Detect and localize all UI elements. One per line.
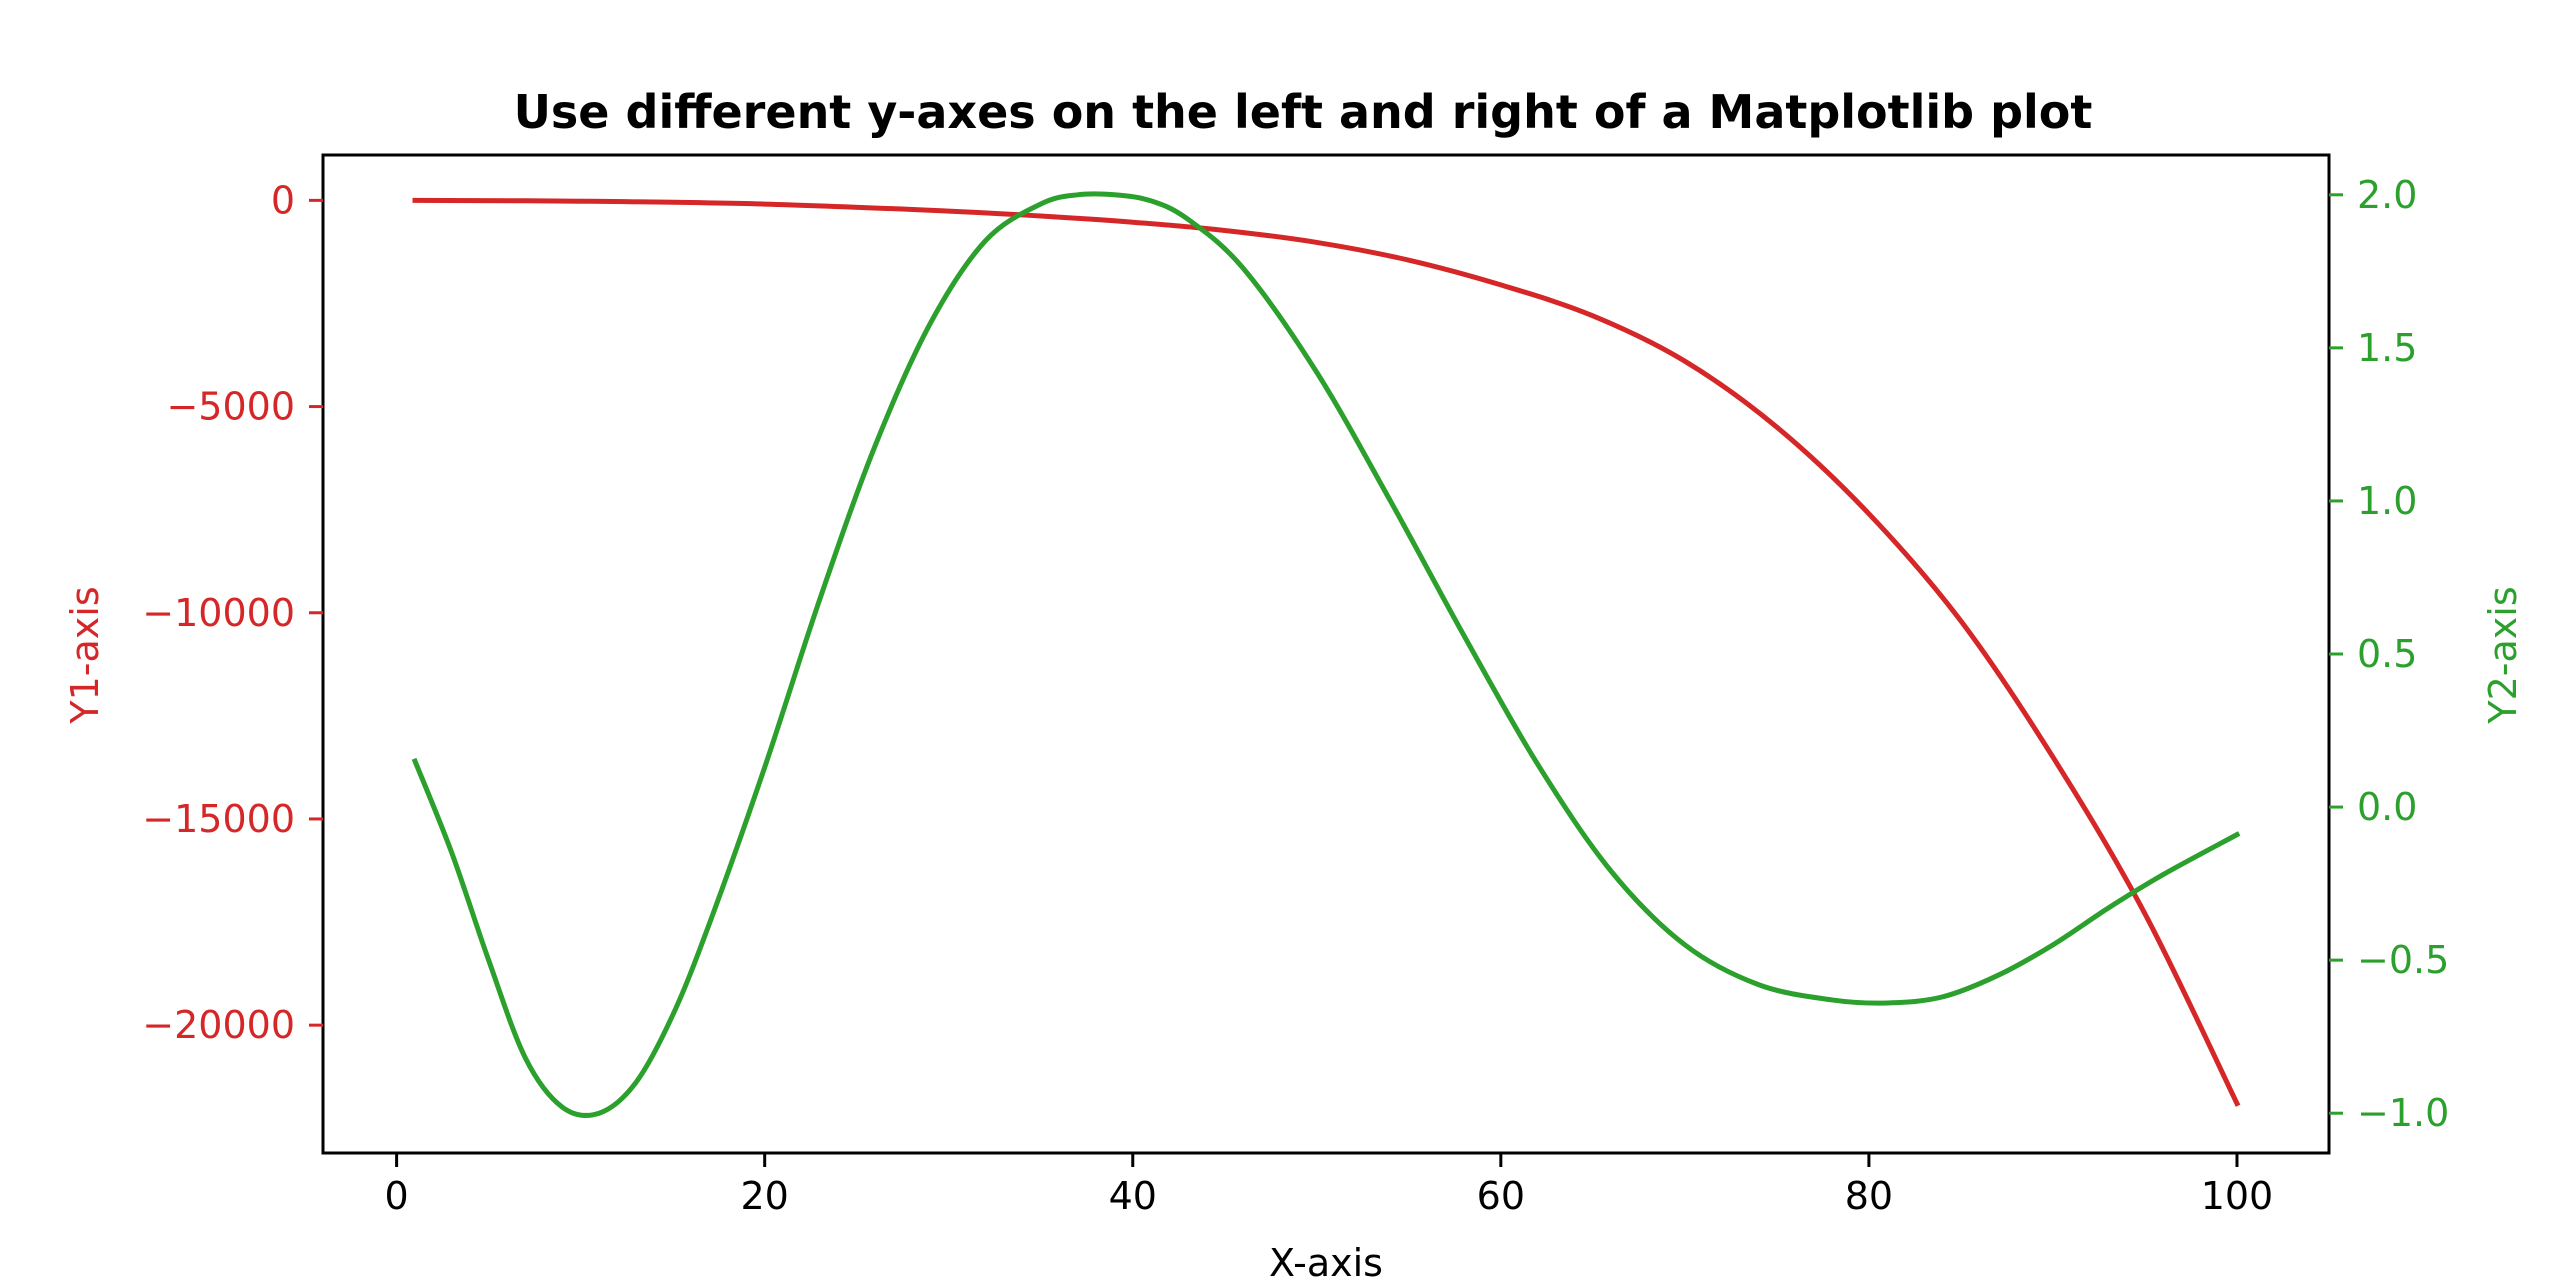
y2-tick-label: 1.5	[2357, 326, 2417, 370]
plot-lines	[411, 191, 2241, 1118]
y1-tick-label: 0	[271, 178, 295, 222]
y2-tick-label: 0.0	[2357, 785, 2417, 829]
x-tick-label: 40	[1109, 1174, 1157, 1218]
y2-tick-label: 1.0	[2357, 479, 2417, 523]
chart-title: Use different y-axes on the left and rig…	[514, 85, 2093, 139]
x-tick-label: 100	[2201, 1174, 2274, 1218]
y1-axis-ticks: 0 −5000 −10000 −15000 −20000	[142, 178, 323, 1047]
y1-axis-label: Y1-axis	[63, 586, 107, 724]
plot-frame	[321, 153, 2331, 1155]
y1-tick-label: −20000	[142, 1003, 295, 1047]
y2-series-line	[411, 191, 2241, 1118]
x-axis-label: X-axis	[1269, 1241, 1383, 1283]
y2-axis-label: Y2-axis	[2481, 586, 2525, 724]
y1-tick-label: −5000	[166, 385, 295, 429]
y2-tick-label: −1.0	[2357, 1091, 2449, 1135]
y2-tick-label: −0.5	[2357, 938, 2449, 982]
x-tick-label: 60	[1477, 1174, 1525, 1218]
y2-tick-label: 0.5	[2357, 632, 2417, 676]
x-tick-label: 80	[1845, 1174, 1893, 1218]
x-axis-ticks: 0 20 40 60 80 100	[385, 1153, 2274, 1218]
y1-tick-label: −15000	[142, 797, 295, 841]
y1-series-line	[412, 197, 2241, 1107]
x-tick-label: 0	[385, 1174, 409, 1218]
y1-tick-label: −10000	[142, 591, 295, 635]
x-tick-label: 20	[741, 1174, 789, 1218]
y2-axis-ticks: 2.0 1.5 1.0 0.5 0.0 −0.5 −1.0	[2329, 173, 2449, 1135]
y2-tick-label: 2.0	[2357, 173, 2417, 217]
